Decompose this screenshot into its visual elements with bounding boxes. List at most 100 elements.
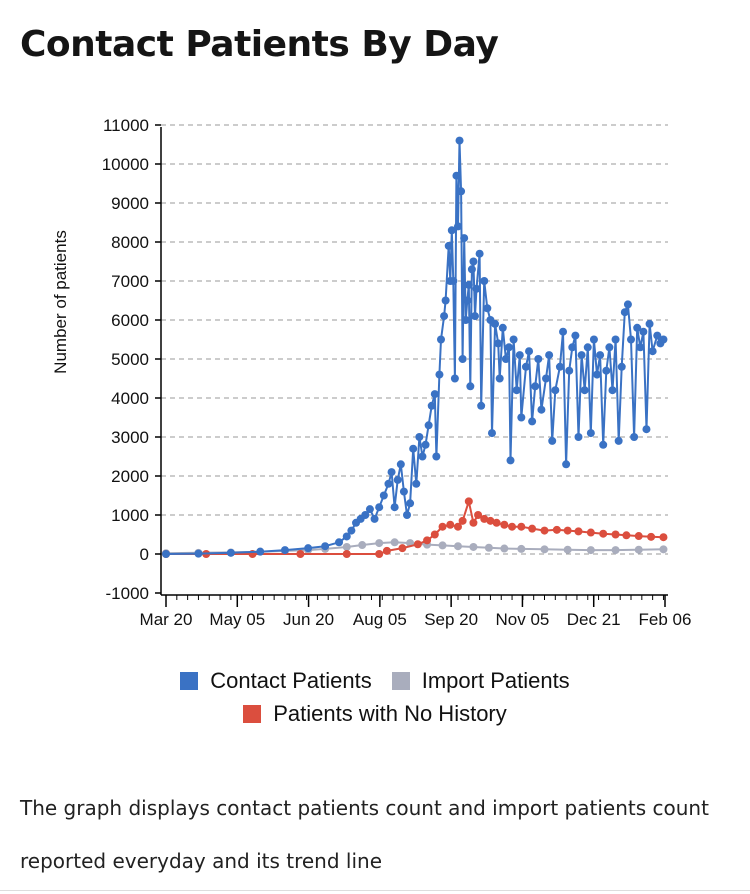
data-point-no-history-patients (423, 536, 432, 545)
data-point-no-history-patients (480, 514, 489, 523)
data-point-no-history-patients (552, 525, 561, 534)
data-point-contact-patients (545, 351, 554, 360)
data-point-contact-patients (412, 479, 421, 488)
line-chart: Number of patients -1000 0 1000 2000 3000 400… (51, 116, 692, 629)
data-point-contact-patients (596, 351, 605, 360)
data-point-contact-patients (424, 421, 433, 430)
data-point-no-history-patients (398, 544, 407, 553)
series-layer (162, 136, 668, 558)
y-axis-label: Number of patients (51, 230, 70, 374)
data-point-contact-patients (483, 304, 492, 313)
data-point-contact-patients (517, 413, 526, 422)
data-point-contact-patients (534, 355, 543, 363)
data-point-no-history-patients (430, 530, 439, 539)
data-point-contact-patients (464, 280, 473, 289)
data-point-contact-patients (321, 542, 330, 551)
y-tick-label: 5000 (111, 350, 149, 369)
data-point-no-history-patients (500, 520, 509, 529)
data-point-contact-patients (555, 362, 564, 371)
data-point-contact-patients (551, 386, 560, 395)
axes: -1000 0 1000 2000 3000 4000 5000 6000 7000 8000 90… (102, 116, 692, 629)
data-point-contact-patients (608, 386, 617, 395)
data-point-import-patients (438, 541, 447, 550)
legend-swatch-no-history (243, 705, 262, 723)
data-point-contact-patients (469, 257, 478, 266)
divider (0, 890, 750, 891)
data-point-contact-patients (441, 296, 450, 305)
data-point-import-patients (611, 546, 620, 555)
data-point-contact-patients (525, 347, 534, 356)
y-tick-label: 10000 (102, 155, 149, 174)
data-point-contact-patients (605, 343, 614, 352)
y-tick-label: 1000 (111, 506, 149, 525)
chart-description: The graph displays contact patients coun… (20, 796, 709, 873)
data-point-contact-patients (515, 351, 524, 360)
series-no-history-patients (162, 497, 668, 558)
data-point-contact-patients (458, 355, 467, 363)
data-point-contact-patients (162, 550, 170, 558)
data-point-contact-patients (593, 370, 602, 379)
data-point-contact-patients (623, 300, 632, 309)
data-point-import-patients (517, 544, 526, 553)
data-point-contact-patients (457, 187, 466, 196)
data-point-contact-patients (335, 538, 344, 547)
data-point-contact-patients (406, 499, 415, 508)
x-tick-label: Aug 05 (353, 610, 407, 629)
data-point-no-history-patients (528, 524, 537, 533)
legend-item-contact[interactable]: Contact Patients (180, 668, 372, 694)
data-point-contact-patients (562, 460, 571, 469)
data-point-contact-patients (648, 347, 657, 356)
data-point-contact-patients (531, 382, 540, 391)
data-point-contact-patients (347, 526, 356, 535)
data-point-contact-patients (642, 425, 651, 434)
data-point-contact-patients (194, 549, 203, 558)
data-point-contact-patients (528, 417, 537, 426)
data-point-contact-patients (491, 319, 500, 328)
data-point-contact-patients (495, 374, 504, 383)
data-point-contact-patients (577, 351, 586, 360)
data-point-no-history-patients (413, 540, 422, 549)
data-point-import-patients (469, 542, 478, 551)
x-tick-label: Dec 21 (567, 610, 621, 629)
y-tick-label: 3000 (111, 428, 149, 447)
data-point-contact-patients (617, 362, 626, 371)
legend-item-import[interactable]: Import Patients (391, 668, 570, 694)
y-tick-label: -1000 (106, 584, 149, 603)
data-point-import-patients (586, 546, 595, 555)
data-point-contact-patients (444, 241, 453, 250)
data-point-contact-patients (370, 514, 379, 523)
data-point-contact-patients (449, 277, 458, 285)
data-point-no-history-patients (469, 518, 478, 527)
data-point-contact-patients (659, 335, 668, 344)
y-tick-label: 0 (140, 545, 149, 564)
data-point-no-history-patients (563, 526, 572, 535)
data-point-import-patients (563, 545, 572, 554)
data-point-no-history-patients (486, 516, 495, 525)
legend-label-contact: Contact Patients (210, 668, 372, 693)
data-point-no-history-patients (375, 550, 384, 558)
series-line-contact-patients (165, 139, 665, 555)
data-point-contact-patients (589, 335, 598, 344)
data-point-contact-patients (521, 362, 530, 371)
legend-item-no-history[interactable]: Patients with No History (243, 701, 507, 727)
data-point-contact-patients (470, 312, 479, 321)
data-point-contact-patients (602, 366, 611, 375)
data-point-contact-patients (480, 277, 489, 285)
data-point-contact-patients (630, 433, 639, 441)
data-point-contact-patients (280, 546, 289, 555)
data-point-contact-patients (475, 249, 484, 258)
data-point-contact-patients (256, 547, 265, 556)
data-point-contact-patients (501, 355, 510, 363)
data-point-contact-patients (452, 171, 461, 180)
data-point-contact-patients (645, 319, 654, 328)
data-point-contact-patients (653, 331, 662, 340)
data-point-contact-patients (418, 452, 427, 461)
data-point-contact-patients (504, 343, 513, 352)
data-point-contact-patients (455, 136, 464, 145)
data-point-contact-patients (599, 440, 608, 449)
data-point-no-history-patients (508, 522, 517, 531)
y-tick-label: 7000 (111, 272, 149, 291)
data-point-contact-patients (342, 532, 351, 541)
data-point-contact-patients (620, 308, 629, 317)
data-point-no-history-patients (611, 530, 620, 539)
